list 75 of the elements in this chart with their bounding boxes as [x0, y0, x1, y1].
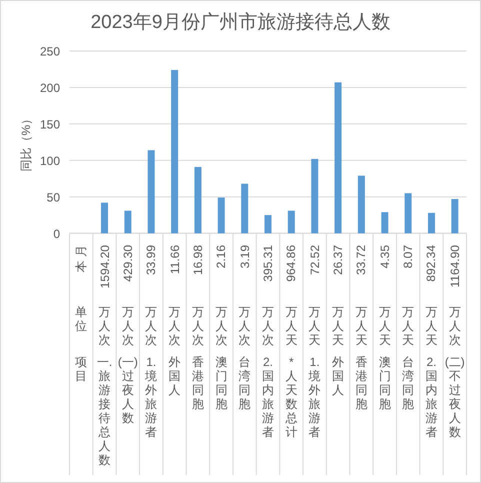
x-tick-label: 3.19 [238, 245, 252, 269]
x-tick-label: 395.31 [261, 245, 275, 282]
x-tick-label: 1594.20 [98, 245, 112, 289]
bar [171, 70, 178, 234]
text: 台湾同胞 [238, 355, 252, 412]
text: (二)不过夜人数 [444, 355, 466, 440]
text: 项目 [74, 355, 88, 384]
text: 万人天 [401, 305, 416, 348]
text: 澳门同胞 [214, 355, 228, 412]
text: 澳门同胞 [378, 355, 392, 412]
bar [451, 199, 458, 234]
x-tick-label: 2.16 [214, 245, 228, 269]
text: 外国人 [331, 355, 346, 398]
y-tick-label: 200 [40, 80, 60, 95]
bar [358, 176, 365, 234]
bar [381, 212, 388, 234]
text: 万人天 [308, 305, 322, 348]
bar [264, 215, 272, 234]
text: 万人次 [260, 305, 275, 348]
bar [241, 184, 248, 234]
y-tick-label: 250 [40, 44, 60, 58]
y-axis-title: 同比（%） [19, 112, 33, 172]
x-tick-label: 26.37 [331, 245, 346, 276]
text: 2.国内旅游者 [424, 355, 438, 440]
text: 万人天 [378, 305, 392, 348]
text: 万人次 [144, 305, 158, 348]
x-tick-label: 33.99 [144, 245, 158, 276]
text: 万人次 [448, 305, 462, 348]
text: 2.国内旅游者 [260, 355, 275, 440]
x-tick-label: 964.86 [284, 245, 298, 282]
x-tick-label: 11.66 [168, 245, 182, 274]
text: 万人次 [120, 305, 135, 348]
text: 1.境外旅游者 [144, 355, 158, 440]
x-tick-label: 16.98 [190, 245, 205, 276]
text: 万人次 [168, 305, 182, 348]
x-tick-label: 1164.90 [448, 245, 462, 288]
text: 香港同胞 [190, 355, 205, 412]
bar [194, 166, 202, 234]
bar [124, 210, 132, 234]
text: 1.境外旅游者 [308, 355, 322, 440]
text: 外国人 [168, 355, 182, 398]
x-tick-label: 892.34 [424, 245, 438, 282]
bar [311, 158, 318, 234]
chart-title: 2023年9月份广州市旅游接待总人数 [90, 11, 390, 33]
x-tick-label: 8.07 [401, 245, 416, 269]
text: 一.旅游接待总人数 [96, 355, 114, 468]
text: *人天数总计 [284, 355, 298, 440]
text: 万人次 [214, 305, 228, 348]
text: 万人次 [238, 305, 252, 348]
x-tick-label: 本 月 [74, 245, 88, 273]
x-tick-label: 33.72 [354, 245, 368, 276]
bar [428, 212, 435, 234]
x-tick-label: 4.35 [378, 245, 392, 269]
text: 万人天 [331, 305, 346, 348]
y-tick-label: 0 [53, 226, 60, 241]
text: 万人天 [284, 305, 298, 348]
bar [101, 202, 108, 234]
text: 香港同胞 [354, 355, 368, 412]
bar [334, 82, 342, 234]
text: 万人次 [190, 305, 205, 348]
bar [218, 198, 225, 234]
y-tick-label: 150 [40, 117, 60, 132]
text: 万人天 [424, 305, 438, 348]
text: (一)过夜人数 [116, 355, 139, 426]
x-tick-label: 429.30 [120, 245, 135, 282]
y-tick-label: 50 [46, 190, 60, 204]
x-tick-label: 72.52 [308, 245, 322, 276]
text: 单位 [74, 305, 88, 334]
bar [288, 210, 295, 234]
text: 万人天 [354, 305, 368, 348]
bar [148, 150, 155, 234]
y-tick-label: 100 [40, 154, 60, 168]
text: 万人次 [98, 305, 112, 348]
text: 台湾同胞 [401, 355, 416, 412]
bar [404, 193, 412, 234]
